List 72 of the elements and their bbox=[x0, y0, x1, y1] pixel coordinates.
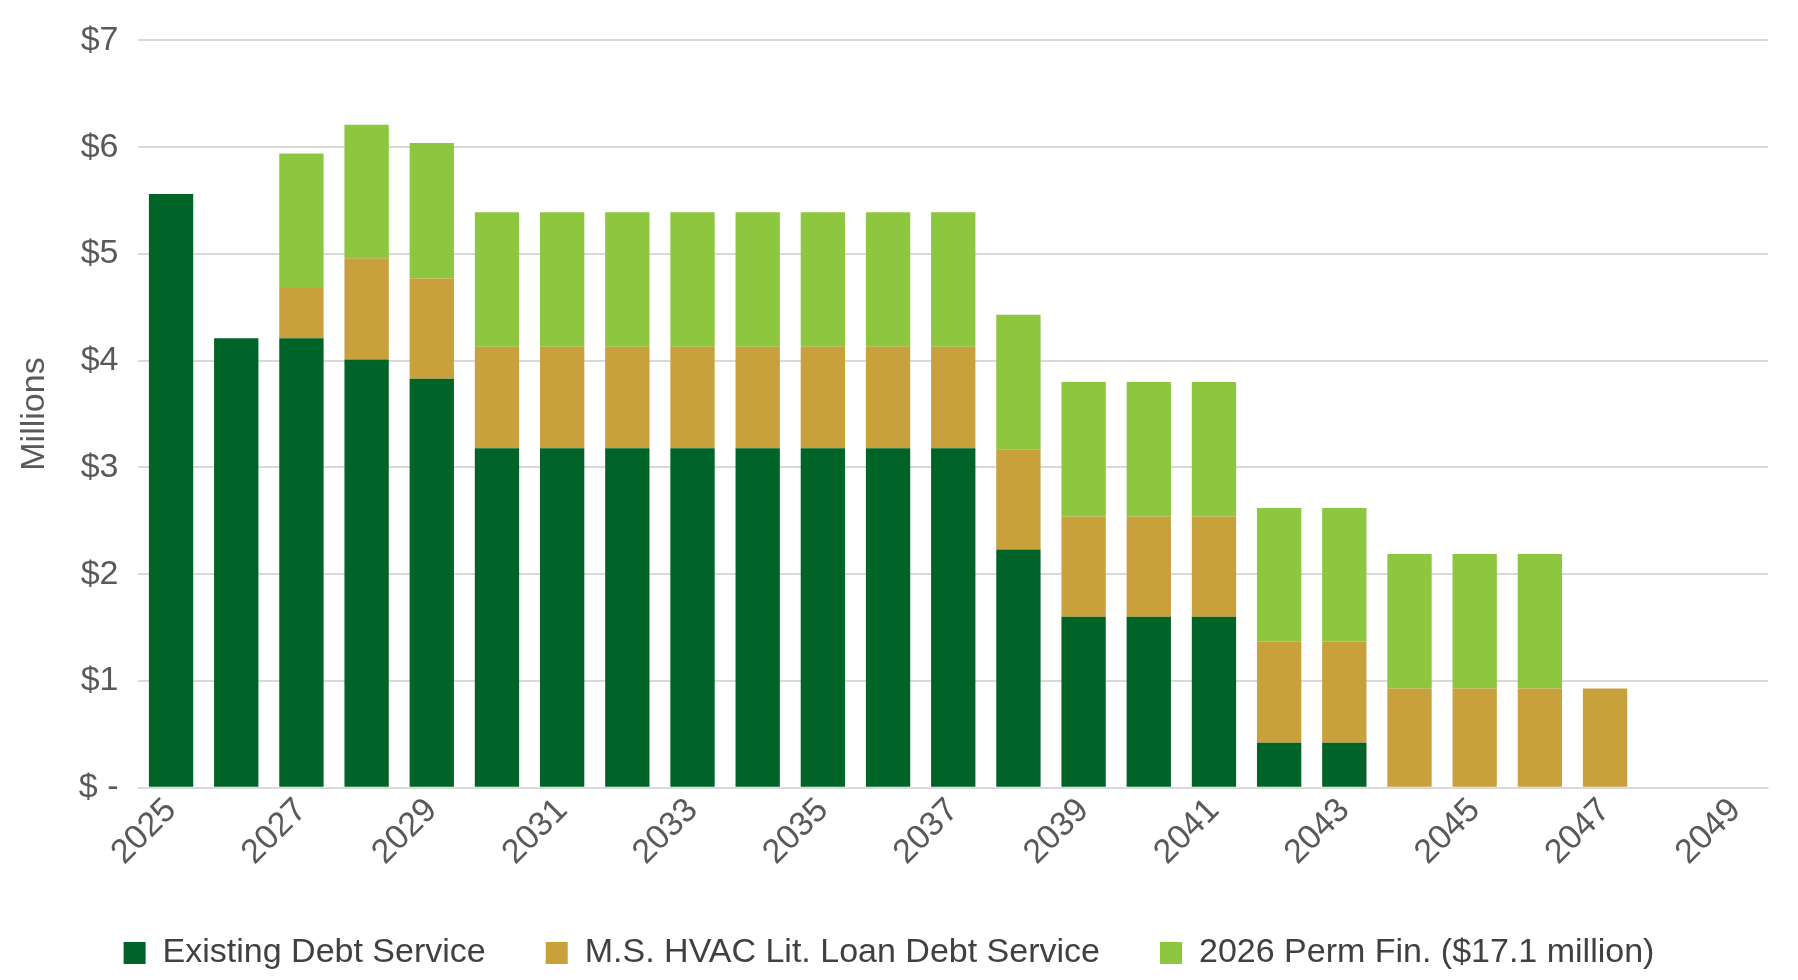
bar bbox=[409, 278, 454, 379]
legend-label: M.S. HVAC Lit. Loan Debt Service bbox=[584, 931, 1100, 970]
bar bbox=[344, 258, 389, 360]
bar bbox=[539, 212, 585, 347]
y-tick-label: $7 bbox=[80, 18, 119, 57]
bar bbox=[1126, 382, 1171, 517]
bar bbox=[1191, 616, 1237, 787]
bar bbox=[1061, 382, 1106, 517]
legend-label: 2026 Perm Fin. ($17.1 million) bbox=[1198, 931, 1655, 970]
bar bbox=[279, 153, 324, 289]
bar bbox=[214, 338, 259, 787]
bar bbox=[1256, 641, 1302, 743]
bar bbox=[1061, 516, 1106, 617]
bar bbox=[1322, 742, 1367, 787]
legend-label: Existing Debt Service bbox=[162, 931, 486, 970]
bar bbox=[1126, 616, 1171, 787]
bar bbox=[735, 448, 780, 787]
y-tick-label: $6 bbox=[80, 125, 119, 164]
bar bbox=[1452, 553, 1497, 689]
bar bbox=[996, 549, 1041, 787]
bar bbox=[409, 378, 454, 787]
bar bbox=[931, 346, 976, 449]
bar bbox=[1256, 742, 1302, 787]
bar bbox=[474, 212, 520, 347]
bar bbox=[605, 448, 650, 787]
bar bbox=[474, 346, 520, 449]
y-tick-label: $4 bbox=[80, 339, 119, 378]
bar bbox=[670, 346, 715, 449]
bar bbox=[931, 212, 976, 347]
bar bbox=[735, 212, 780, 347]
bar bbox=[1256, 507, 1302, 642]
bar bbox=[800, 448, 846, 787]
bar bbox=[1517, 553, 1563, 689]
bar bbox=[1452, 688, 1497, 787]
bar bbox=[735, 346, 780, 449]
bar bbox=[1061, 616, 1106, 787]
bar bbox=[1126, 516, 1171, 617]
bar bbox=[344, 359, 389, 787]
bar bbox=[865, 212, 911, 347]
bar bbox=[865, 346, 911, 449]
bar bbox=[670, 448, 715, 787]
bar bbox=[279, 338, 324, 787]
bar bbox=[279, 288, 324, 339]
bar bbox=[1191, 382, 1237, 517]
bar bbox=[865, 448, 911, 787]
bar bbox=[800, 212, 846, 347]
y-tick-label: $3 bbox=[80, 445, 119, 484]
bar bbox=[1582, 688, 1628, 787]
bar bbox=[148, 194, 194, 787]
bar bbox=[474, 448, 520, 787]
bar bbox=[931, 448, 976, 787]
bar bbox=[1322, 507, 1367, 642]
bar bbox=[800, 346, 846, 449]
bar bbox=[1387, 688, 1432, 787]
bar bbox=[996, 314, 1041, 450]
bar bbox=[539, 448, 585, 787]
bar bbox=[670, 212, 715, 347]
y-tick-label: $1 bbox=[80, 659, 119, 698]
bar bbox=[1387, 553, 1432, 689]
bar bbox=[1322, 641, 1367, 743]
bar bbox=[539, 346, 585, 449]
bar bbox=[1191, 516, 1237, 617]
bar bbox=[996, 449, 1041, 550]
bar bbox=[1517, 688, 1563, 787]
bar bbox=[344, 124, 389, 259]
bar bbox=[605, 212, 650, 347]
y-tick-label: $2 bbox=[80, 552, 119, 591]
y-tick-label: $ - bbox=[78, 766, 119, 805]
y-tick-label: $5 bbox=[80, 232, 119, 271]
bar bbox=[605, 346, 650, 449]
y-axis-title: Millions bbox=[12, 357, 51, 471]
bar bbox=[409, 142, 454, 279]
